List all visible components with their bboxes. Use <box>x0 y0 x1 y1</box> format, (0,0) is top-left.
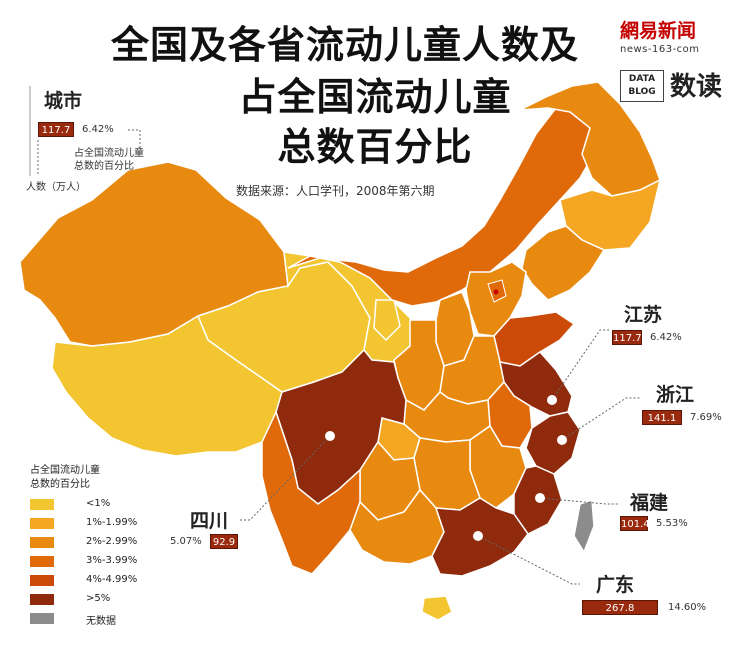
callout-sichuan-name: 四川 <box>190 510 229 532</box>
legend-title: 占全国流动儿童 总数的百分比 <box>30 464 100 492</box>
callout-jiangsu-value: 117.7 <box>612 330 642 345</box>
callout-guangdong-pct: 14.60% <box>668 602 707 613</box>
key-pct-note-2: 总数的百分比 <box>74 161 134 172</box>
key-pct-note-1: 占全国流动儿童 <box>74 148 144 159</box>
title-line-2: 占全国流动儿童 <box>238 75 512 119</box>
callout-zhejiang-pct: 7.69% <box>690 412 722 423</box>
data-source: 数据来源：人口学刊，2008年第六期 <box>236 184 435 198</box>
legend-label: 无数据 <box>86 616 116 627</box>
region-liaoning <box>521 225 606 301</box>
callout-zhejiang-value: 141.1 <box>642 410 682 425</box>
netease-url: news-163-com <box>620 44 700 55</box>
legend-label: >5% <box>86 593 111 604</box>
key-count-note: 人数（万人） <box>26 182 86 193</box>
leader-key <box>128 129 141 148</box>
legend-swatch <box>30 575 54 586</box>
netease-logo: 網易新闻 <box>620 20 697 42</box>
legend-label: 1%-1.99% <box>86 517 138 528</box>
legend-swatch <box>30 537 54 548</box>
data-blog-line-1: DATA <box>628 74 656 84</box>
callout-jiangsu-pct: 6.42% <box>650 332 682 343</box>
marker-beijing <box>493 289 499 295</box>
region-hainan <box>421 595 453 621</box>
title-line-3: 总数百分比 <box>277 125 473 169</box>
marker-jiangsu <box>547 395 557 405</box>
callout-sichuan-value: 92.9 <box>210 534 238 549</box>
legend-label: <1% <box>86 498 111 509</box>
marker-guangdong <box>473 531 483 541</box>
legend-label: 3%-3.99% <box>86 555 138 566</box>
legend-swatch <box>30 594 54 605</box>
region-taiwan <box>573 498 595 554</box>
callout-sichuan-pct: 5.07% <box>170 536 202 547</box>
callout-zhejiang-name: 浙江 <box>656 384 695 406</box>
region-zhejiang <box>525 411 581 475</box>
legend-title-2: 总数的百分比 <box>30 479 90 490</box>
marker-sichuan <box>325 431 335 441</box>
callout-fujian-pct: 5.53% <box>656 518 688 529</box>
marker-zhejiang <box>557 435 567 445</box>
key-sample-pct: 6.42% <box>82 124 114 135</box>
legend-swatch <box>30 556 54 567</box>
callout-guangdong-value: 267.8 <box>582 600 658 615</box>
leader-sichuan <box>240 435 331 521</box>
title-line-1: 全国及各省流动儿童人数及 <box>110 23 579 67</box>
key-sample-value: 117.7 <box>38 122 74 137</box>
legend-label: 2%-2.99% <box>86 536 138 547</box>
key-city-label: 城市 <box>44 90 83 112</box>
leader-zhejiang <box>561 397 640 441</box>
shudu-logo: 数读 <box>670 72 723 102</box>
leader-jiangsu <box>551 329 610 401</box>
legend-swatch <box>30 613 54 624</box>
legend-title-1: 占全国流动儿童 <box>30 465 100 476</box>
legend-swatch <box>30 518 54 529</box>
marker-fujian <box>535 493 545 503</box>
data-blog-line-2: BLOG <box>628 87 656 97</box>
legend-swatch <box>30 499 54 510</box>
legend-label: 4%-4.99% <box>86 574 138 585</box>
callout-fujian-name: 福建 <box>630 492 669 514</box>
leader-guangdong <box>477 535 580 585</box>
callout-fujian-value: 101.4 <box>620 516 650 531</box>
callout-guangdong-name: 广东 <box>596 574 635 596</box>
callout-jiangsu-name: 江苏 <box>624 304 663 326</box>
data-blog-logo: DATA BLOG <box>620 70 664 102</box>
